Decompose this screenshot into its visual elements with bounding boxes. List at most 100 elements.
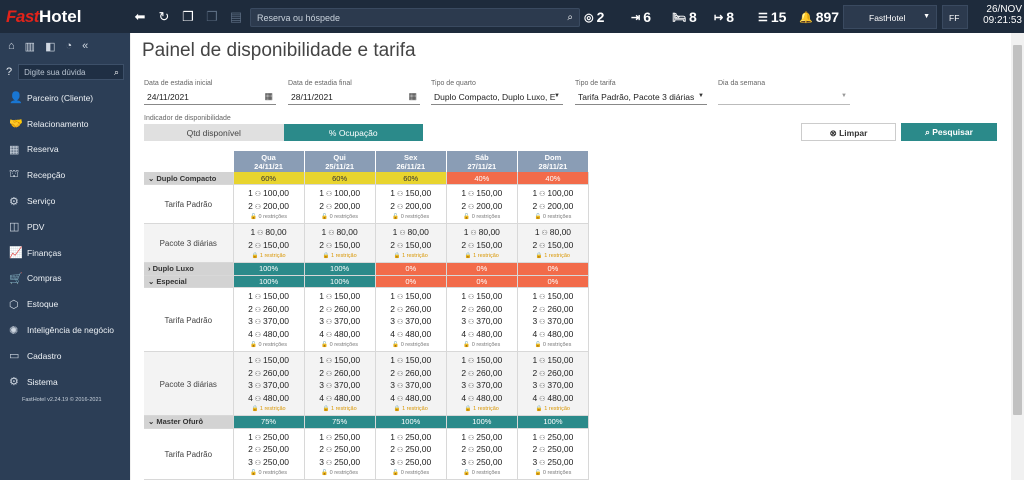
- hotel-select[interactable]: FastHotel ▼: [843, 5, 937, 29]
- room-type-toggle[interactable]: ⌄ Especial: [144, 275, 234, 288]
- occupancy-cell[interactable]: 100%: [304, 275, 376, 288]
- restriction-info[interactable]: 🔓 0 restrições: [376, 469, 446, 477]
- refresh-icon[interactable]: ↻: [158, 8, 170, 24]
- sidebar-item-intelig-ncia-de-neg-cio[interactable]: ✺ Inteligência de negócio: [0, 317, 130, 343]
- restriction-info[interactable]: 🔒 1 restrição: [518, 252, 588, 260]
- rate-cell[interactable]: 1 ⚇ 80,00 2 ⚇ 150,00 🔒 1 restrição: [233, 223, 305, 263]
- rate-cell[interactable]: 1 ⚇ 150,00 2 ⚇ 260,00 3 ⚇ 370,00 4 ⚇ 480,00…: [304, 287, 376, 352]
- occupancy-cell[interactable]: 0%: [517, 262, 590, 276]
- occupancy-cell[interactable]: 0%: [375, 275, 447, 288]
- user-badge[interactable]: FF: [942, 5, 968, 29]
- restriction-info[interactable]: 🔓 0 restrições: [447, 469, 517, 477]
- restriction-info[interactable]: 🔓 0 restrições: [234, 213, 304, 221]
- end-date-field[interactable]: 28/11/2021 ▦: [288, 89, 420, 105]
- search-icon[interactable]: ⌕: [113, 67, 119, 77]
- rate-cell[interactable]: 1 ⚇ 250,00 2 ⚇ 250,00 3 ⚇ 250,00 🔓 0 restri…: [304, 428, 376, 480]
- sidebar-item-compras[interactable]: 🛒 Compras: [0, 266, 130, 292]
- rate-cell[interactable]: 1 ⚇ 250,00 2 ⚇ 250,00 3 ⚇ 250,00 🔓 0 restri…: [517, 428, 590, 480]
- rate-cell[interactable]: 1 ⚇ 150,00 2 ⚇ 200,00 🔓 0 restrições: [375, 184, 447, 224]
- occupancy-cell[interactable]: 75%: [304, 415, 376, 429]
- restriction-info[interactable]: 🔓 0 restrições: [376, 213, 446, 221]
- room-type-toggle[interactable]: › Duplo Luxo: [144, 262, 234, 276]
- occupancy-cell[interactable]: 100%: [304, 262, 376, 276]
- rate-cell[interactable]: 1 ⚇ 250,00 2 ⚇ 250,00 3 ⚇ 250,00 🔓 0 restri…: [446, 428, 518, 480]
- restriction-info[interactable]: 🔒 1 restrição: [234, 252, 304, 260]
- sidebar-item-servi-o[interactable]: ⚙ Serviço: [0, 188, 130, 214]
- room-type-select[interactable]: Duplo Compacto, Duplo Luxo, E ▼: [431, 89, 563, 105]
- indicator-option-occupancy[interactable]: % Ocupação: [283, 124, 423, 141]
- restriction-info[interactable]: 🔓 0 restrições: [447, 341, 517, 349]
- grid-layout-icon[interactable]: ▥: [24, 40, 36, 53]
- rate-cell[interactable]: 1 ⚇ 150,00 2 ⚇ 260,00 3 ⚇ 370,00 4 ⚇ 480,00…: [233, 287, 305, 352]
- sidebar-item-sistema[interactable]: ⚙ Sistema: [0, 369, 130, 395]
- room-type-toggle[interactable]: ⌄ Duplo Compacto: [144, 172, 234, 185]
- restriction-info[interactable]: 🔓 0 restrições: [518, 341, 588, 349]
- rate-cell[interactable]: 1 ⚇ 80,00 2 ⚇ 150,00 🔒 1 restrição: [517, 223, 590, 263]
- app-logo[interactable]: Fast Hotel: [0, 7, 128, 27]
- rate-cell[interactable]: 1 ⚇ 150,00 2 ⚇ 260,00 3 ⚇ 370,00 4 ⚇ 480,00…: [304, 351, 376, 416]
- counter-check-in[interactable]: ⇥ 6: [631, 9, 651, 25]
- dashboard-gauge-icon[interactable]: ◔: [65, 40, 73, 52]
- restriction-info[interactable]: 🔒 1 restrição: [305, 405, 375, 413]
- occupancy-cell[interactable]: 0%: [446, 275, 518, 288]
- rate-cell[interactable]: 1 ⚇ 100,00 2 ⚇ 200,00 🔓 0 restrições: [304, 184, 376, 224]
- occupancy-cell[interactable]: 60%: [304, 172, 376, 185]
- sidebar-item-parceiro-cliente-[interactable]: 👤 Parceiro (Cliente): [0, 85, 130, 111]
- rate-cell[interactable]: 1 ⚇ 150,00 2 ⚇ 200,00 🔓 0 restrições: [446, 184, 518, 224]
- sidebar-item-reserva[interactable]: ▦ Reserva: [0, 137, 130, 163]
- occupancy-cell[interactable]: 0%: [375, 262, 447, 276]
- restriction-info[interactable]: 🔒 1 restrição: [234, 405, 304, 413]
- restriction-info[interactable]: 🔓 0 restrições: [234, 341, 304, 349]
- back-arrow-icon[interactable]: ⬅: [134, 8, 146, 24]
- rate-cell[interactable]: 1 ⚇ 80,00 2 ⚇ 150,00 🔒 1 restrição: [446, 223, 518, 263]
- occupancy-cell[interactable]: 40%: [517, 172, 590, 185]
- start-date-field[interactable]: 24/11/2021 ▦: [144, 89, 276, 105]
- search-button[interactable]: ⌕ Pesquisar: [901, 123, 997, 141]
- reservation-search-input[interactable]: Reserva ou hóspede ⌕: [250, 8, 580, 27]
- rate-cell[interactable]: 1 ⚇ 100,00 2 ⚇ 200,00 🔓 0 restrições: [233, 184, 305, 224]
- occupancy-cell[interactable]: 100%: [446, 415, 518, 429]
- restriction-info[interactable]: 🔓 0 restrições: [305, 341, 375, 349]
- room-type-toggle[interactable]: ⌄ Master Ofurô: [144, 415, 234, 429]
- rate-cell[interactable]: 1 ⚇ 150,00 2 ⚇ 260,00 3 ⚇ 370,00 4 ⚇ 480,00…: [517, 287, 590, 352]
- occupancy-cell[interactable]: 100%: [517, 415, 590, 429]
- occupancy-cell[interactable]: 60%: [375, 172, 447, 185]
- rate-cell[interactable]: 1 ⚇ 100,00 2 ⚇ 200,00 🔓 0 restrições: [517, 184, 590, 224]
- rate-cell[interactable]: 1 ⚇ 150,00 2 ⚇ 260,00 3 ⚇ 370,00 4 ⚇ 480,00…: [375, 287, 447, 352]
- rate-cell[interactable]: 1 ⚇ 150,00 2 ⚇ 260,00 3 ⚇ 370,00 4 ⚇ 480,00…: [517, 351, 590, 416]
- restriction-info[interactable]: 🔓 0 restrições: [305, 469, 375, 477]
- occupancy-cell[interactable]: 100%: [233, 262, 305, 276]
- sidebar-item-pdv[interactable]: ◫ PDV: [0, 214, 130, 240]
- calendar-icon[interactable]: ▦: [408, 91, 417, 101]
- restriction-info[interactable]: 🔓 0 restrições: [376, 341, 446, 349]
- occupancy-cell[interactable]: 0%: [517, 275, 590, 288]
- rate-cell[interactable]: 1 ⚇ 80,00 2 ⚇ 150,00 🔒 1 restrição: [304, 223, 376, 263]
- occupancy-cell[interactable]: 0%: [446, 262, 518, 276]
- restriction-info[interactable]: 🔓 0 restrições: [447, 213, 517, 221]
- restriction-info[interactable]: 🔒 1 restrição: [376, 252, 446, 260]
- collapse-sidebar-icon[interactable]: «: [82, 40, 89, 52]
- rate-cell[interactable]: 1 ⚇ 250,00 2 ⚇ 250,00 3 ⚇ 250,00 🔓 0 restri…: [233, 428, 305, 480]
- occupancy-cell[interactable]: 40%: [446, 172, 518, 185]
- occupancy-cell[interactable]: 75%: [233, 415, 305, 429]
- restriction-info[interactable]: 🔓 0 restrições: [518, 213, 588, 221]
- restriction-info[interactable]: 🔓 0 restrições: [518, 469, 588, 477]
- occupancy-cell[interactable]: 60%: [233, 172, 305, 185]
- copy-icon[interactable]: ❐: [182, 8, 194, 24]
- counter-target[interactable]: ◎ 2: [584, 9, 604, 25]
- occupancy-cell[interactable]: 100%: [375, 415, 447, 429]
- rate-cell[interactable]: 1 ⚇ 150,00 2 ⚇ 260,00 3 ⚇ 370,00 4 ⚇ 480,00…: [446, 351, 518, 416]
- panel-layout-icon[interactable]: ◧: [45, 40, 56, 53]
- sidebar-item-cadastro[interactable]: ▭ Cadastro: [0, 343, 130, 369]
- restriction-info[interactable]: 🔒 1 restrição: [518, 405, 588, 413]
- sidebar-item-finan-as[interactable]: 📈 Finanças: [0, 240, 130, 266]
- rate-type-select[interactable]: Tarifa Padrão, Pacote 3 diárias ▼: [575, 89, 707, 105]
- help-search-input[interactable]: Digite sua dúvida ⌕: [18, 64, 124, 80]
- home-icon[interactable]: ⌂: [8, 40, 15, 52]
- calendar-icon[interactable]: ▦: [264, 91, 273, 101]
- restriction-info[interactable]: 🔒 1 restrição: [447, 252, 517, 260]
- counter-bed[interactable]: 🛏 8: [672, 9, 697, 25]
- occupancy-cell[interactable]: 100%: [233, 275, 305, 288]
- clear-button[interactable]: ⊗ Limpar: [801, 123, 896, 141]
- restriction-info[interactable]: 🔓 0 restrições: [305, 213, 375, 221]
